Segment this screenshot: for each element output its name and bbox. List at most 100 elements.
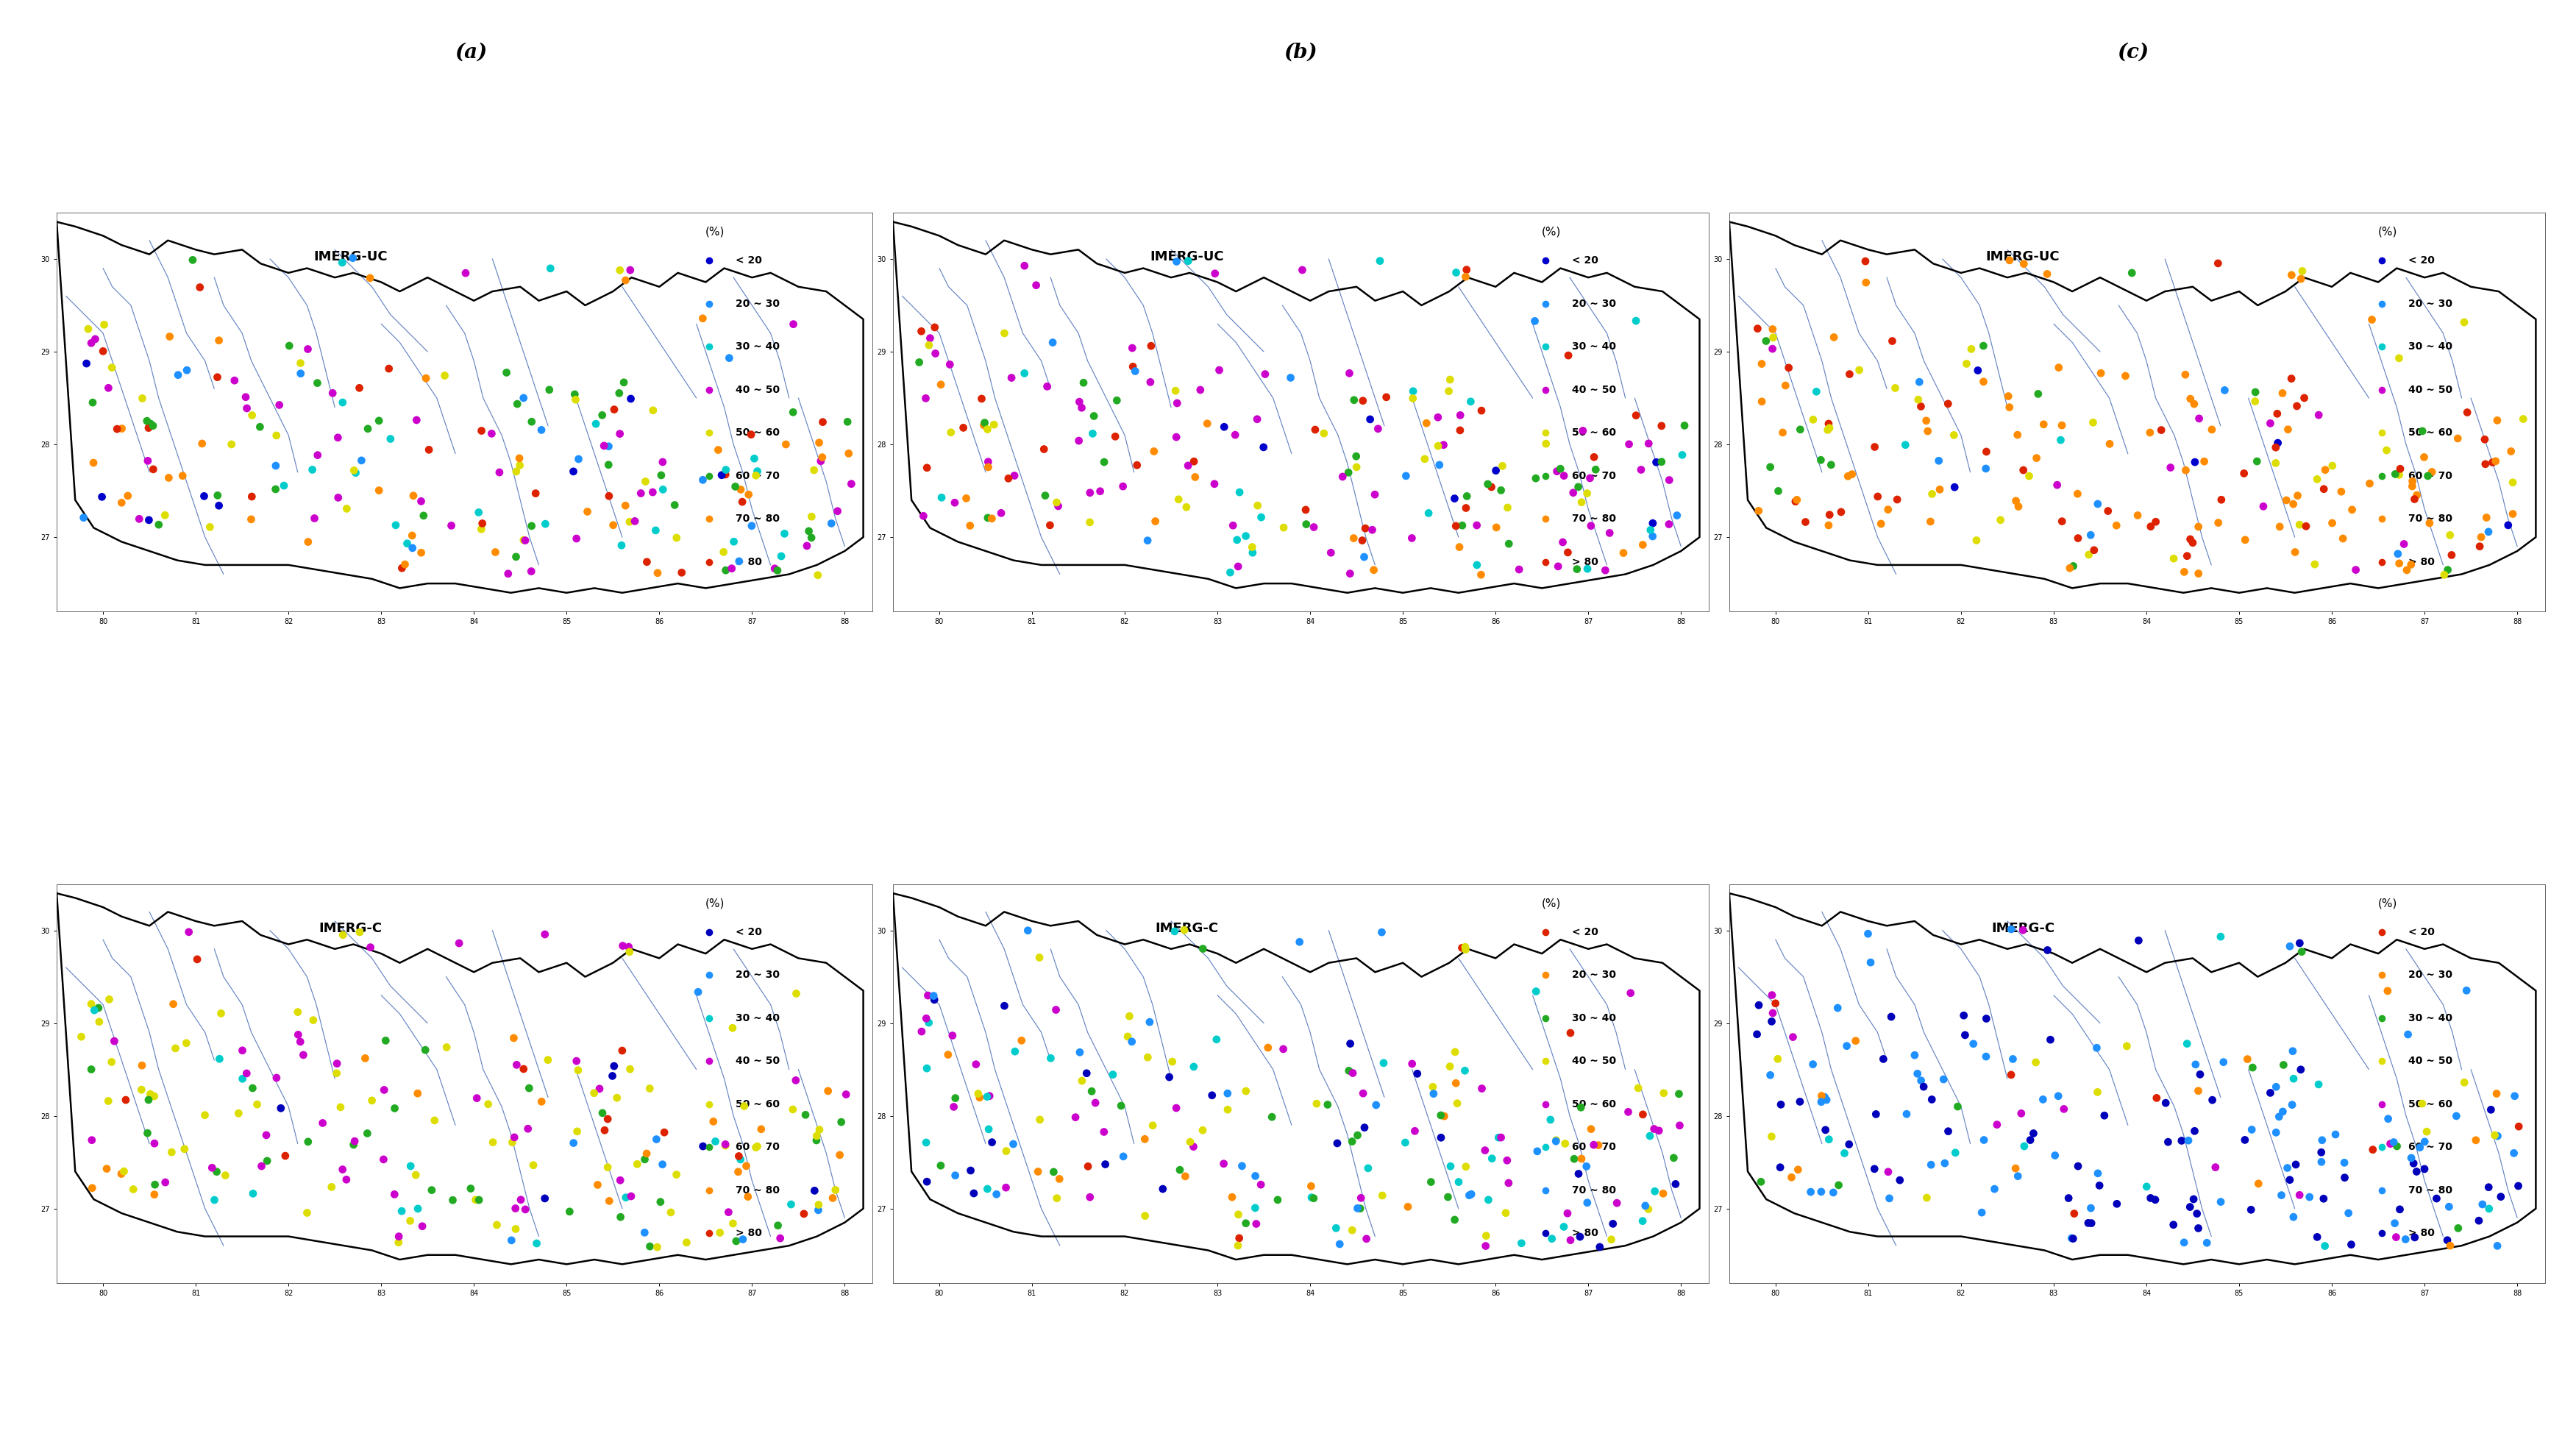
Point	[801, 450, 842, 473]
Point	[2365, 438, 2406, 461]
Text: 70 ~ 80: 70 ~ 80	[1571, 1185, 1615, 1195]
Point	[1417, 434, 1458, 457]
Point	[587, 453, 629, 476]
Point	[703, 541, 744, 564]
Point	[240, 415, 281, 438]
Point	[1826, 1034, 1868, 1057]
Point	[770, 1193, 811, 1216]
Point	[1659, 1083, 1700, 1106]
Point	[2396, 483, 2437, 506]
Point	[590, 1190, 631, 1213]
Point	[966, 1086, 1007, 1109]
Point	[1394, 379, 1435, 402]
Point	[317, 1053, 358, 1076]
Polygon shape	[57, 222, 863, 593]
Point	[969, 1118, 1010, 1141]
Point	[757, 1214, 799, 1237]
Text: 50 ~ 60: 50 ~ 60	[2409, 1099, 2452, 1109]
Point	[70, 992, 111, 1015]
Point	[629, 1234, 670, 1257]
Point	[613, 509, 654, 532]
Point	[2445, 310, 2486, 333]
Point	[1005, 254, 1046, 277]
Point	[1829, 362, 1870, 385]
Point	[1182, 1119, 1224, 1142]
Point	[773, 1097, 814, 1120]
Point	[737, 460, 778, 483]
Point	[348, 1122, 389, 1145]
Text: > 80: > 80	[2409, 557, 2434, 567]
Point	[2058, 526, 2099, 549]
Point	[134, 1084, 175, 1107]
Point	[824, 1083, 866, 1106]
Point	[1059, 430, 1100, 453]
Point	[2177, 1217, 2218, 1240]
Point	[510, 410, 551, 433]
Point	[425, 363, 466, 386]
Point	[1334, 444, 1376, 467]
Point	[1741, 1171, 1783, 1194]
Point	[1770, 1165, 1811, 1188]
Point	[719, 1161, 760, 1184]
Point	[1561, 1096, 1602, 1119]
Point	[1875, 376, 1917, 399]
Point	[1321, 466, 1363, 489]
Point	[969, 456, 1010, 479]
Point	[1561, 420, 1602, 443]
Point	[286, 1201, 327, 1224]
Point	[1193, 473, 1234, 496]
Point	[1973, 1178, 2014, 1201]
Point	[2076, 1162, 2117, 1185]
Point	[1448, 1184, 1489, 1207]
Point	[2272, 493, 2313, 516]
Point	[332, 247, 374, 270]
Point	[118, 508, 160, 531]
Point	[1976, 1113, 2017, 1136]
Point	[2437, 427, 2478, 450]
Point	[1409, 502, 1450, 525]
Point	[144, 503, 185, 526]
Point	[415, 1109, 456, 1132]
Point	[793, 459, 835, 482]
Point	[2398, 1136, 2439, 1159]
Point	[1994, 1156, 2035, 1180]
Point	[368, 358, 410, 381]
Point	[1419, 1103, 1461, 1126]
Point	[2040, 510, 2081, 534]
Point	[1345, 1116, 1386, 1139]
Point	[595, 1086, 636, 1109]
Point	[1960, 1201, 2002, 1224]
Point	[75, 999, 116, 1022]
Point	[1736, 1022, 1777, 1045]
Point	[2290, 1185, 2331, 1208]
Point	[1850, 950, 1891, 973]
Point	[2445, 1071, 2486, 1094]
Point	[799, 431, 840, 454]
Point	[1430, 1056, 1471, 1079]
Point	[1133, 509, 1175, 532]
Point	[528, 378, 569, 401]
Text: 70 ~ 80: 70 ~ 80	[737, 1185, 781, 1195]
Point	[1623, 1210, 1664, 1233]
Point	[1896, 1063, 1937, 1086]
Point	[1489, 1171, 1530, 1194]
Point	[1906, 420, 1947, 443]
Point	[1922, 1067, 1963, 1090]
Point	[2177, 562, 2218, 585]
Point	[1236, 1213, 1278, 1236]
Point	[1777, 1158, 1819, 1181]
Point	[1203, 1152, 1244, 1175]
Point	[1548, 343, 1589, 366]
Point	[528, 1048, 569, 1071]
Point	[134, 1174, 175, 1197]
Point	[2053, 1227, 2094, 1250]
Point	[502, 1057, 544, 1080]
Point	[2177, 515, 2218, 538]
Point	[1061, 397, 1103, 420]
Point	[180, 275, 222, 298]
Point	[711, 557, 752, 580]
Point	[312, 382, 353, 405]
Point	[574, 1082, 616, 1105]
Point	[129, 509, 170, 532]
Point	[966, 418, 1007, 441]
